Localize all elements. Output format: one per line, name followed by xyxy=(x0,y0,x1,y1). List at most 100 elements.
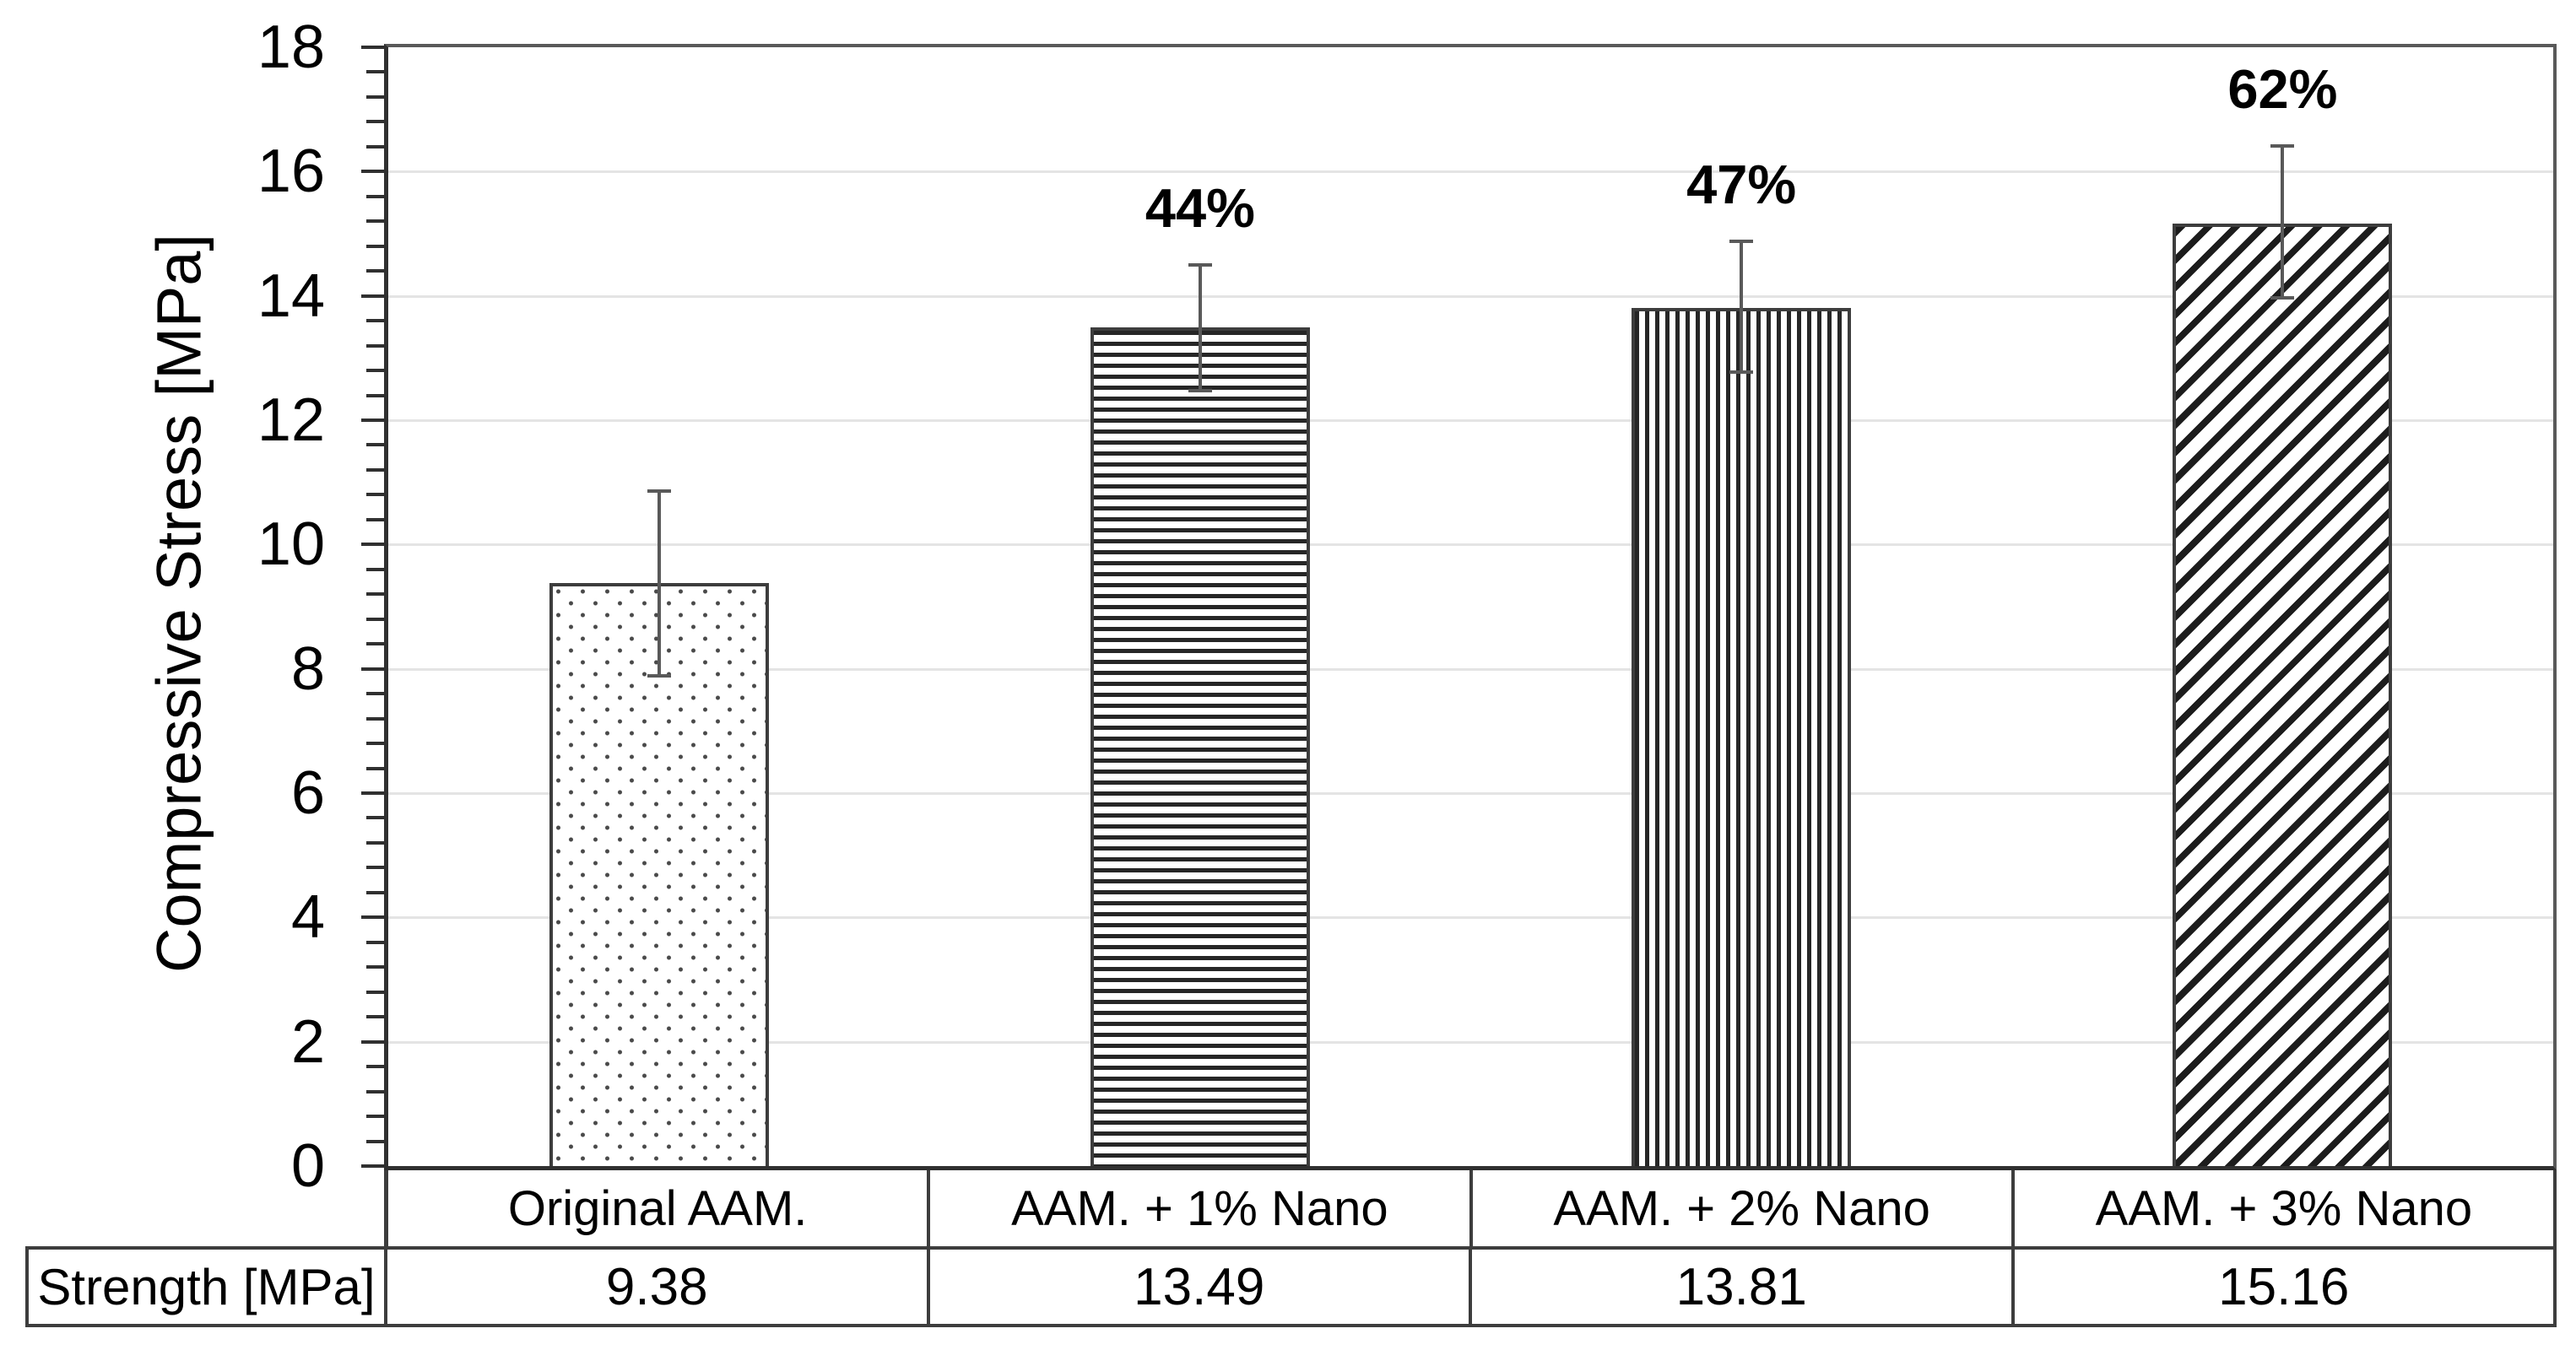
y-tick-label-16: 16 xyxy=(257,138,325,206)
error-bar-line xyxy=(2281,143,2285,300)
y-minor-tick xyxy=(366,393,384,397)
y-major-tick xyxy=(361,1164,384,1168)
y-minor-tick xyxy=(366,1139,384,1143)
y-minor-tick xyxy=(366,70,384,74)
y-minor-tick xyxy=(366,742,384,746)
y-major-tick xyxy=(361,294,384,298)
gridline-y-6 xyxy=(388,792,2553,795)
error-bar-cap-top xyxy=(1729,239,1754,243)
y-minor-tick xyxy=(366,940,384,944)
y-minor-tick xyxy=(366,244,384,248)
y-minor-tick xyxy=(366,343,384,348)
y-minor-tick xyxy=(366,617,384,621)
y-minor-tick xyxy=(366,194,384,198)
category-cell-2: AAM. + 1% Nano xyxy=(930,1170,1473,1246)
y-minor-tick xyxy=(366,493,384,497)
error-bar-1 xyxy=(647,489,671,678)
strength-value-cell-3: 13.81 xyxy=(1472,1250,2015,1324)
error-bar-cap-bottom xyxy=(2270,296,2295,300)
y-minor-tick xyxy=(366,816,384,820)
gridline-y-14 xyxy=(388,294,2553,298)
y-major-tick xyxy=(361,1040,384,1044)
error-bar-cap-bottom xyxy=(1188,388,1212,392)
error-bar-cap-bottom xyxy=(1729,370,1754,374)
y-minor-tick xyxy=(366,144,384,148)
strength-table-row: Strength [MPa] 9.38 13.49 13.81 15.16 xyxy=(25,1246,2557,1327)
error-bar-cap-top xyxy=(2270,143,2295,148)
bar-1-dots xyxy=(549,583,769,1166)
table-row-label: Strength [MPa] xyxy=(29,1250,387,1324)
bar-annotation-4: 62% xyxy=(2227,57,2338,120)
error-bar-line xyxy=(657,489,661,678)
y-minor-tick xyxy=(366,219,384,224)
y-major-tick xyxy=(361,667,384,671)
y-minor-tick xyxy=(366,567,384,571)
y-minor-tick xyxy=(366,965,384,969)
strength-value-cell-2: 13.49 xyxy=(930,1250,1472,1324)
bar-3-vertical-stripes xyxy=(1632,307,1852,1166)
y-minor-tick xyxy=(366,120,384,124)
y-minor-tick xyxy=(366,1115,384,1119)
error-bar-line xyxy=(1198,262,1202,392)
y-tick-label-18: 18 xyxy=(257,14,325,81)
bar-4-diagonal-stripes xyxy=(2173,224,2393,1166)
y-minor-tick xyxy=(366,1065,384,1069)
y-minor-tick xyxy=(366,766,384,770)
y-minor-tick xyxy=(366,692,384,696)
gridline-y-12 xyxy=(388,419,2553,422)
y-minor-tick xyxy=(366,642,384,646)
y-tick-label-14: 14 xyxy=(257,262,325,330)
bar-2-horizontal-stripes xyxy=(1090,327,1310,1166)
error-bar-3 xyxy=(1729,239,1754,374)
error-bar-cap-top xyxy=(647,489,671,493)
y-major-tick xyxy=(361,543,384,547)
y-major-tick xyxy=(361,418,384,422)
y-tick-label-10: 10 xyxy=(257,510,325,579)
y-minor-tick xyxy=(366,269,384,273)
y-major-tick xyxy=(361,791,384,795)
y-tick-label-12: 12 xyxy=(257,386,325,454)
y-minor-tick xyxy=(366,1089,384,1094)
y-tick-label-4: 4 xyxy=(290,883,325,952)
y-axis-title: Compressive Stress [MPa] xyxy=(143,234,214,973)
category-cell-1: Original AAM. xyxy=(388,1170,931,1246)
y-tick-label-8: 8 xyxy=(290,634,325,703)
y-minor-tick xyxy=(366,890,384,894)
y-minor-tick xyxy=(366,443,384,447)
y-minor-tick xyxy=(366,467,384,472)
y-tick-label-6: 6 xyxy=(290,759,325,827)
y-minor-tick xyxy=(366,517,384,521)
gridline-y-4 xyxy=(388,916,2553,920)
gridline-y-2 xyxy=(388,1040,2553,1044)
gridline-y-10 xyxy=(388,543,2553,547)
bar-annotation-3: 47% xyxy=(1686,153,1797,215)
error-bar-4 xyxy=(2270,143,2295,300)
y-minor-tick xyxy=(366,94,384,99)
error-bar-cap-bottom xyxy=(647,673,671,678)
gridline-y-8 xyxy=(388,667,2553,671)
category-label-row: Original AAM. AAM. + 1% Nano AAM. + 2% Nan… xyxy=(384,1170,2557,1246)
y-minor-tick xyxy=(366,866,384,870)
error-bar-2 xyxy=(1188,262,1212,392)
gridline-y-16 xyxy=(388,170,2553,174)
y-major-tick xyxy=(361,915,384,920)
y-minor-tick xyxy=(366,369,384,373)
error-bar-cap-top xyxy=(1188,262,1212,267)
y-tick-label-0: 0 xyxy=(290,1132,325,1200)
strength-value-cell-4: 15.16 xyxy=(2218,1257,2350,1316)
y-minor-tick xyxy=(366,319,384,323)
plot-area: 44% 47% 62% xyxy=(384,44,2557,1170)
error-bar-line xyxy=(1740,239,1744,374)
y-major-tick xyxy=(361,170,384,174)
y-minor-tick xyxy=(366,716,384,721)
y-minor-tick xyxy=(366,1015,384,1019)
strength-value-cell-1: 9.38 xyxy=(387,1250,930,1324)
y-tick-label-2: 2 xyxy=(290,1007,325,1076)
bar-annotation-2: 44% xyxy=(1145,176,1255,239)
category-cell-3: AAM. + 2% Nano xyxy=(1473,1170,2015,1246)
y-minor-tick xyxy=(366,592,384,597)
y-minor-tick xyxy=(366,840,384,845)
y-minor-tick xyxy=(366,990,384,994)
y-major-tick xyxy=(361,46,384,49)
